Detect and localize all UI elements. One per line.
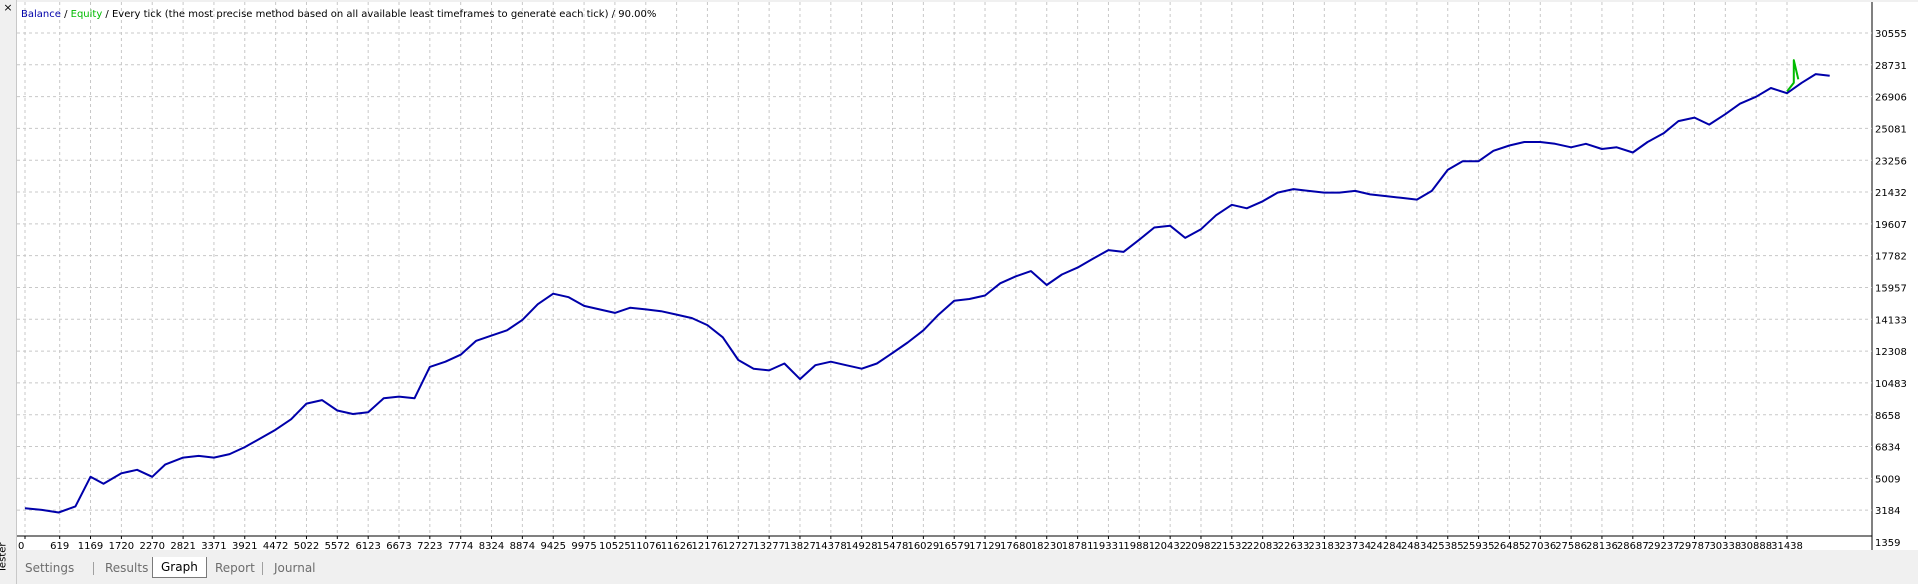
x-tick-label: 26485: [1493, 541, 1525, 550]
y-tick-label: 25081: [1875, 124, 1907, 135]
chart-legend: Balance / Equity / Every tick (the most …: [21, 9, 656, 20]
y-tick-label: 1359: [1875, 538, 1900, 549]
x-tick-label: 11076: [630, 541, 662, 550]
y-tick-label: 14133: [1875, 315, 1907, 326]
tab-results[interactable]: Results: [105, 561, 149, 575]
y-tick-label: 5009: [1875, 474, 1900, 485]
x-tick-label: 29787: [1679, 541, 1711, 550]
legend-quality: 90.00%: [618, 9, 656, 20]
x-tick-label: 16579: [938, 541, 970, 550]
panel-title-text: Tester: [0, 542, 9, 573]
x-tick-label: 4472: [263, 541, 288, 550]
y-tick-label: 6834: [1875, 443, 1900, 454]
x-tick-label: 1169: [78, 541, 103, 550]
legend-sep-3: /: [608, 9, 618, 20]
y-tick-label: 12308: [1875, 347, 1907, 358]
tester-sidebar: × Tester: [0, 0, 17, 584]
legend-balance: Balance: [21, 9, 61, 20]
x-tick-label: 7774: [448, 541, 473, 550]
tab-settings[interactable]: Settings: [25, 561, 75, 575]
y-tick-label: 23256: [1875, 156, 1907, 167]
x-tick-label: 10525: [599, 541, 631, 550]
y-tick-label: 15957: [1875, 284, 1907, 295]
x-tick-label: 8874: [510, 541, 535, 550]
x-tick-label: 5572: [325, 541, 350, 550]
y-tick-label: 3184: [1875, 506, 1900, 517]
x-tick-label: 23183: [1308, 541, 1340, 550]
close-icon[interactable]: ×: [3, 1, 13, 14]
y-tick-label: 26906: [1875, 93, 1907, 104]
x-tick-label: 13277: [753, 541, 785, 550]
x-tick-label: 27036: [1524, 541, 1556, 550]
x-tick-label: 28136: [1586, 541, 1618, 550]
x-tick-label: 619: [50, 541, 69, 550]
x-tick-label: 29237: [1648, 541, 1680, 550]
x-tick-label: 1720: [109, 541, 134, 550]
y-tick-label: 30555: [1875, 29, 1907, 40]
tab-report[interactable]: Report: [215, 561, 255, 575]
x-tick-label: 7223: [417, 541, 442, 550]
x-tick-label: 30338: [1709, 541, 1741, 550]
y-tick-label: 17782: [1875, 252, 1907, 263]
x-tick-label: 17129: [969, 541, 1001, 550]
x-tick-label: 18230: [1031, 541, 1063, 550]
equity-series-line: [1786, 59, 1800, 93]
y-tick-label: 21432: [1875, 188, 1907, 199]
x-tick-label: 11626: [661, 541, 693, 550]
x-tick-label: 23734: [1339, 541, 1371, 550]
x-tick-label: 20432: [1154, 541, 1186, 550]
x-tick-label: 25385: [1432, 541, 1464, 550]
x-tick-label: 17680: [1000, 541, 1032, 550]
x-tick-label: 27586: [1555, 541, 1587, 550]
x-tick-label: 31438: [1771, 541, 1803, 550]
x-tick-label: 18781: [1062, 541, 1094, 550]
tab-journal[interactable]: Journal: [274, 561, 316, 575]
x-tick-label: 24834: [1401, 541, 1433, 550]
x-tick-label: 20982: [1185, 541, 1217, 550]
legend-sep-1: /: [61, 9, 71, 20]
y-tick-label: 8658: [1875, 411, 1900, 422]
y-tick-label: 10483: [1875, 379, 1907, 390]
x-tick-label: 25935: [1463, 541, 1495, 550]
x-tick-label: 6673: [386, 541, 411, 550]
x-tick-label: 16029: [907, 541, 939, 550]
x-tick-label: 2270: [139, 541, 164, 550]
y-tick-label: 28731: [1875, 61, 1907, 72]
panel-title: Tester: [0, 540, 16, 580]
legend-method: Every tick (the most precise method base…: [112, 9, 609, 20]
x-tick-label: 9975: [571, 541, 596, 550]
tab-separator: [93, 562, 94, 575]
x-tick-label: 12727: [722, 541, 754, 550]
x-tick-label: 28687: [1617, 541, 1649, 550]
legend-equity: Equity: [71, 9, 103, 20]
x-tick-label: 24284: [1370, 541, 1402, 550]
x-tick-label: 13827: [784, 541, 816, 550]
tester-tabs: Settings Results Graph Report Journal: [17, 557, 1917, 580]
x-tick-label: 3371: [201, 541, 226, 550]
x-tick-label: 14378: [815, 541, 847, 550]
balance-chart: 30555 28731 26906 25081 23256 21432 19607 17782…: [17, 2, 1918, 550]
legend-sep-2: /: [102, 9, 112, 20]
x-tick-label: 19881: [1123, 541, 1155, 550]
balance-series-line: [24, 73, 1830, 514]
x-tick-label: 0: [18, 541, 24, 550]
x-tick-label: 22633: [1278, 541, 1310, 550]
x-tick-label: 21532: [1216, 541, 1248, 550]
x-tick-label: 6123: [355, 541, 380, 550]
x-tick-label: 14928: [846, 541, 878, 550]
x-tick-label: 12176: [692, 541, 724, 550]
x-tick-label: 2821: [170, 541, 195, 550]
x-tick-label: 8324: [479, 541, 504, 550]
x-tick-label: 22083: [1247, 541, 1279, 550]
tab-graph[interactable]: Graph: [152, 557, 207, 578]
y-tick-label: 19607: [1875, 220, 1907, 231]
tab-separator: [262, 562, 263, 575]
x-tick-label: 3921: [232, 541, 257, 550]
x-tick-label: 30888: [1740, 541, 1772, 550]
x-tick-label: 9425: [541, 541, 566, 550]
x-tick-label: 5022: [294, 541, 319, 550]
chart-svg: 30555 28731 26906 25081 23256 21432 19607 17782…: [17, 2, 1907, 550]
x-tick-label: 19331: [1093, 541, 1125, 550]
x-tick-label: 15478: [877, 541, 909, 550]
